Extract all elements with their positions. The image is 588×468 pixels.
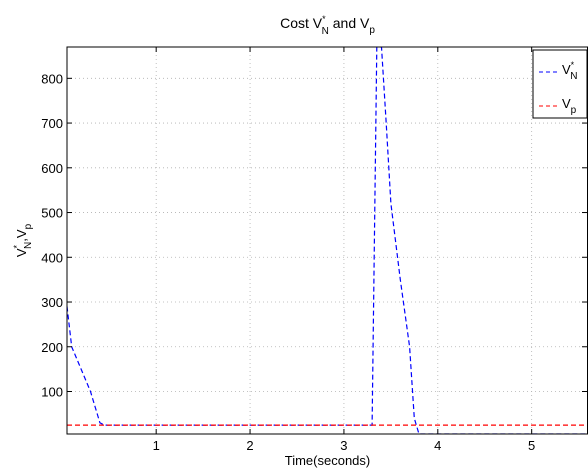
legend: V* N Vp bbox=[532, 49, 588, 119]
series-vn-line bbox=[67, 47, 588, 434]
chart-title: Cost V* N and Vp bbox=[280, 14, 375, 37]
plot-series bbox=[67, 47, 588, 434]
y-tick-label: 600 bbox=[41, 161, 63, 176]
y-tick-label: 100 bbox=[41, 384, 63, 399]
x-tick-label: 3 bbox=[340, 438, 347, 453]
legend-label-vp: Vp bbox=[562, 96, 577, 116]
y-tick-label: 800 bbox=[41, 71, 63, 86]
legend-label-vn: V* N bbox=[562, 60, 577, 82]
axis-ticks: 1 2 3 4 5 100 200 300 400 500 600 700 800 bbox=[41, 47, 587, 453]
y-tick-label: 200 bbox=[41, 340, 63, 355]
x-tick-label: 4 bbox=[434, 438, 441, 453]
x-tick-label: 5 bbox=[528, 438, 535, 453]
y-axis-label: V*N,Vp bbox=[12, 223, 34, 257]
x-axis-label: Time(seconds) bbox=[285, 453, 370, 468]
y-tick-label: 300 bbox=[41, 295, 63, 310]
grid-lines bbox=[67, 47, 588, 434]
legend-box bbox=[532, 49, 588, 119]
y-tick-label: 700 bbox=[41, 116, 63, 131]
plot-frame bbox=[66, 46, 588, 435]
y-tick-label: 500 bbox=[41, 206, 63, 221]
x-tick-label: 1 bbox=[153, 438, 160, 453]
x-tick-label: 2 bbox=[246, 438, 253, 453]
y-tick-label: 400 bbox=[41, 250, 63, 265]
